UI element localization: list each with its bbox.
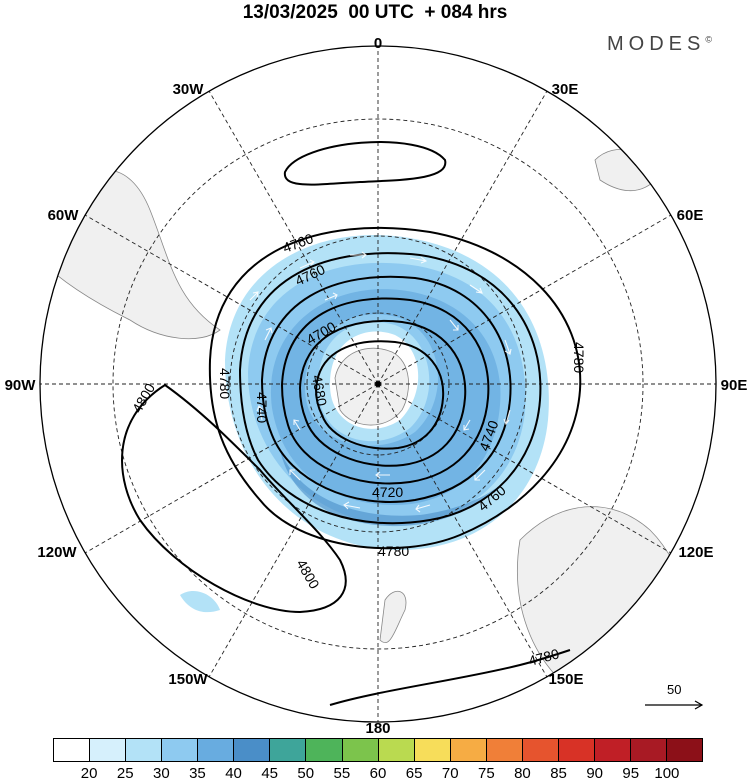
colorbar-tick-labels: 20 25 30 35 40 45 50 55 60 65 70 75 80 85 90 95 100 bbox=[53, 765, 703, 782]
colorbar-tick-label: 25 bbox=[116, 765, 134, 782]
colorbar-tick-label: 70 bbox=[441, 765, 459, 782]
contour-4800-north bbox=[283, 141, 447, 186]
lon-label-60w: 60W bbox=[48, 207, 80, 224]
shading-patch-south bbox=[180, 590, 220, 613]
colorbar-tick-label: 80 bbox=[514, 765, 531, 782]
colorbar-tick-label: 35 bbox=[189, 765, 206, 782]
lon-label-120w: 120W bbox=[37, 544, 77, 561]
colorbar-tick-label: 50 bbox=[297, 765, 315, 782]
contour-label-4780-right: 4780 bbox=[571, 342, 587, 373]
contour-4700 bbox=[298, 320, 467, 467]
colorbar-cell bbox=[90, 739, 127, 761]
contour-label-4740-left: 4740 bbox=[254, 392, 270, 423]
contour-4720 bbox=[280, 297, 490, 485]
graticule bbox=[40, 46, 716, 722]
lon-label-30e: 30E bbox=[552, 81, 579, 98]
colorbar-cell bbox=[306, 739, 343, 761]
colorbar-cell bbox=[450, 739, 487, 761]
map-boundary bbox=[39, 45, 717, 723]
colorbar-cell bbox=[162, 739, 199, 761]
colorbar-tick-label: 65 bbox=[405, 765, 423, 782]
colorbar-cell bbox=[486, 739, 523, 761]
colorbar-tick-label: 85 bbox=[550, 765, 567, 782]
colorbar-cell bbox=[594, 739, 631, 761]
wind-speed-shading bbox=[180, 235, 549, 613]
lon-label-90e: 90E bbox=[721, 377, 748, 394]
reference-vector bbox=[645, 700, 704, 710]
lon-label-60e: 60E bbox=[677, 207, 704, 224]
colorbar-tick-label: 95 bbox=[622, 765, 640, 782]
lon-label-180: 180 bbox=[365, 720, 390, 735]
longitude-labels: 0 30E 60E 90E 120E 150E 180 150W 120W 90… bbox=[5, 35, 748, 735]
colorbar-tick-label: 20 bbox=[80, 765, 98, 782]
height-contours bbox=[121, 141, 582, 706]
colorbar-cell bbox=[342, 739, 379, 761]
lon-label-90w: 90W bbox=[5, 377, 37, 394]
lon-label-0: 0 bbox=[374, 35, 382, 52]
contour-4800-west bbox=[121, 383, 347, 614]
polar-map: 4760 4760 4700 4680 4740 4780 4720 4740 … bbox=[5, 35, 748, 735]
map-title: 13/03/2025 00 UTC + 084 hrs bbox=[242, 2, 508, 23]
contour-label-4780-bottom: 4780 bbox=[378, 543, 409, 559]
lon-label-150e: 150E bbox=[548, 671, 583, 688]
copyright-mark: © bbox=[705, 34, 712, 45]
colorbar-tick-label: 55 bbox=[333, 765, 351, 782]
south-pole-marker bbox=[375, 381, 381, 387]
contour-label-4780-south: 4780 bbox=[527, 645, 561, 669]
wind-vectors bbox=[249, 251, 541, 555]
colorbar-cell bbox=[667, 739, 703, 761]
colorbar-cell bbox=[270, 739, 307, 761]
colorbar-tick-label: 30 bbox=[152, 765, 170, 782]
contour-4740 bbox=[260, 275, 512, 503]
contour-label-4780-left: 4780 bbox=[217, 368, 233, 399]
colorbar-tick-label: 60 bbox=[369, 765, 387, 782]
contour-4780 bbox=[208, 226, 582, 550]
colorbar-cell bbox=[522, 739, 559, 761]
land-antarctica bbox=[334, 347, 409, 426]
map-disc bbox=[40, 46, 716, 722]
reference-vector-label: 50 bbox=[667, 682, 682, 697]
colorbar-cell bbox=[198, 739, 235, 761]
colorbar-cell bbox=[558, 739, 595, 761]
land-new-zealand bbox=[379, 590, 407, 643]
colorbar-tick-label: 45 bbox=[261, 765, 278, 782]
lon-label-120e: 120E bbox=[678, 544, 713, 561]
contour-label-4680: 4680 bbox=[309, 374, 330, 408]
colorbar-tick-label: 90 bbox=[586, 765, 603, 782]
lon-label-150w: 150W bbox=[168, 671, 208, 688]
contour-label-4720: 4720 bbox=[372, 484, 403, 500]
colorbar-cell bbox=[378, 739, 415, 761]
colorbar-cell bbox=[414, 739, 451, 761]
colorbar-tick-label: 100 bbox=[654, 765, 680, 782]
brand-name: MODES bbox=[607, 33, 706, 55]
colorbar-tick-label: 75 bbox=[477, 765, 495, 782]
colorbar-cell bbox=[126, 739, 163, 761]
colorbar-cell bbox=[631, 739, 668, 761]
contour-4680 bbox=[314, 340, 445, 450]
wind-speed-colorbar bbox=[53, 738, 703, 762]
brand-logo: MODES© bbox=[607, 33, 712, 56]
colorbar-cell bbox=[234, 739, 271, 761]
contour-4780-south bbox=[329, 649, 571, 706]
colorbar-tick-label: 40 bbox=[225, 765, 242, 782]
colorbar-cell bbox=[54, 739, 91, 761]
lon-label-30w: 30W bbox=[173, 81, 205, 98]
contour-4760 bbox=[238, 252, 542, 525]
